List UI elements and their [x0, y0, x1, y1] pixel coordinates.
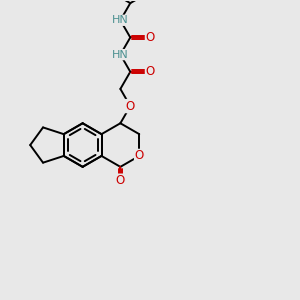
Text: O: O	[116, 176, 125, 186]
Text: O: O	[116, 174, 125, 187]
Text: HN: HN	[112, 15, 129, 25]
Text: O: O	[135, 151, 144, 161]
Text: HN: HN	[112, 50, 129, 60]
Text: O: O	[146, 31, 155, 44]
Text: O: O	[126, 100, 135, 112]
Text: O: O	[146, 65, 155, 78]
Text: O: O	[135, 149, 144, 162]
